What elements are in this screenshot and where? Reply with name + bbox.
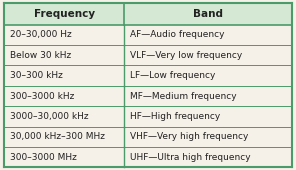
Text: 30,000 kHz–300 MHz: 30,000 kHz–300 MHz — [10, 132, 105, 141]
Text: VHF—Very high frequency: VHF—Very high frequency — [130, 132, 248, 141]
Text: HF—High frequency: HF—High frequency — [130, 112, 220, 121]
Text: Band: Band — [193, 9, 223, 19]
Text: 300–3000 kHz: 300–3000 kHz — [10, 92, 74, 100]
Text: 30–300 kHz: 30–300 kHz — [10, 71, 63, 80]
Text: 20–30,000 Hz: 20–30,000 Hz — [10, 30, 72, 39]
Text: AF—Audio frequency: AF—Audio frequency — [130, 30, 224, 39]
Text: 300–3000 MHz: 300–3000 MHz — [10, 153, 77, 162]
Text: UHF—Ultra high frequency: UHF—Ultra high frequency — [130, 153, 250, 162]
Text: Frequency: Frequency — [34, 9, 95, 19]
Text: LF—Low frequency: LF—Low frequency — [130, 71, 215, 80]
Bar — [4, 3, 292, 25]
Text: VLF—Very low frequency: VLF—Very low frequency — [130, 51, 242, 60]
Text: MF—Medium frequency: MF—Medium frequency — [130, 92, 236, 100]
Text: 3000–30,000 kHz: 3000–30,000 kHz — [10, 112, 89, 121]
Text: Below 30 kHz: Below 30 kHz — [10, 51, 71, 60]
